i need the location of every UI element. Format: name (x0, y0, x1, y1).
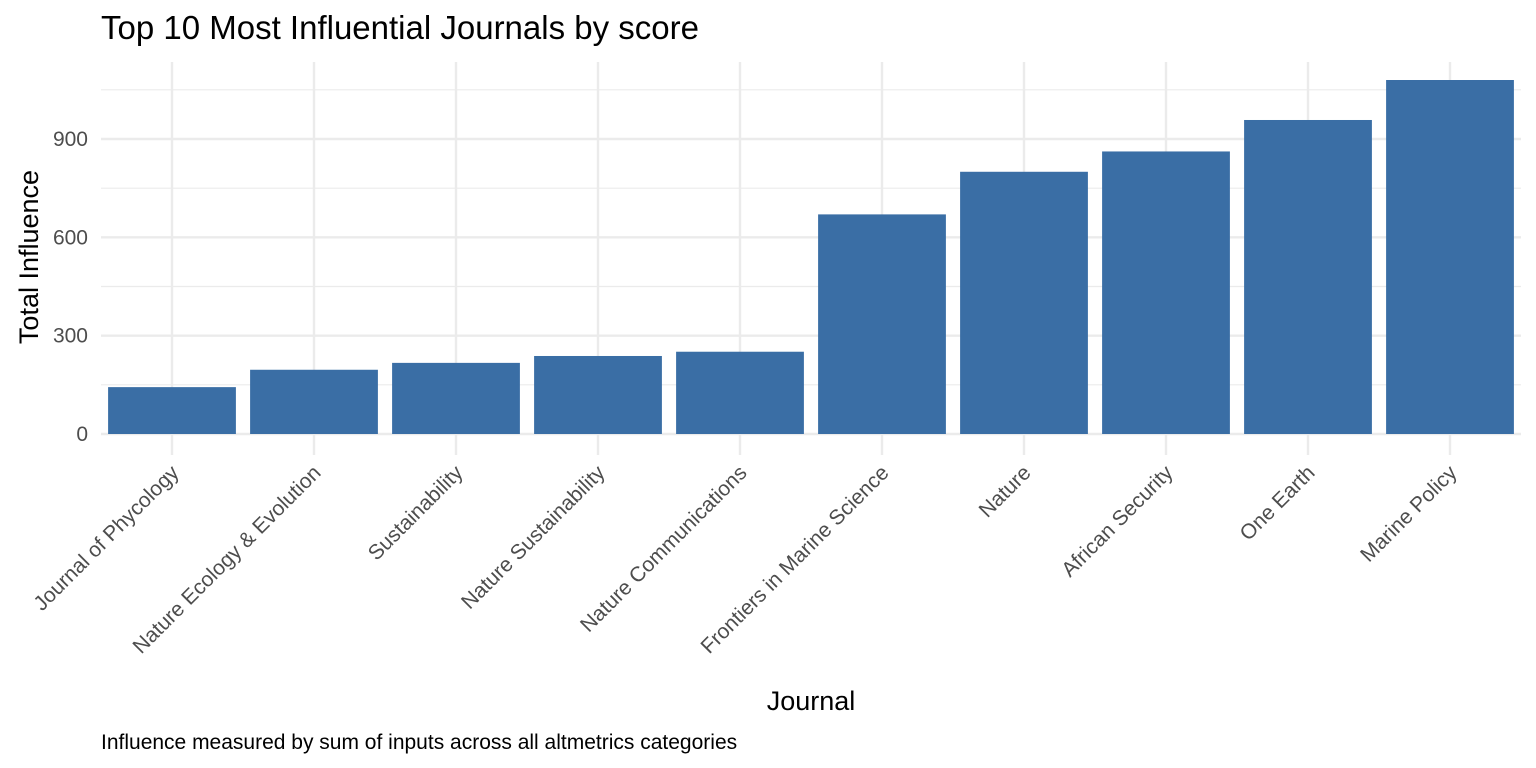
x-tick-label: Nature (975, 461, 1036, 522)
bars (108, 80, 1514, 434)
x-tick-label: Sustainability (364, 461, 468, 565)
y-axis-ticks: 0 300 600 900 (53, 128, 88, 446)
chart-title: Top 10 Most Influential Journals by scor… (101, 9, 699, 46)
x-tick-label: African Security (1057, 461, 1178, 582)
y-tick-label: 900 (53, 128, 88, 151)
x-tick-label: Marine Policy (1356, 461, 1462, 567)
y-tick-label: 600 (53, 226, 88, 249)
bar (108, 387, 236, 434)
x-axis-title: Journal (767, 686, 856, 716)
y-tick-label: 0 (76, 423, 88, 446)
bar (960, 171, 1088, 434)
bar (818, 214, 946, 434)
bar (1386, 80, 1514, 434)
y-tick-label: 300 (53, 325, 88, 348)
bar (676, 351, 804, 434)
bar (1102, 151, 1230, 434)
bar (392, 362, 520, 434)
y-axis-title: Total Influence (14, 170, 44, 344)
bar (1244, 119, 1372, 434)
x-tick-label: Journal of Phycology (29, 461, 183, 615)
x-tick-label: Nature Communications (576, 461, 752, 637)
bar (534, 355, 662, 434)
bar (250, 369, 378, 434)
chart-caption: Influence measured by sum of inputs acro… (101, 731, 737, 754)
x-tick-label: Nature Sustainability (457, 461, 610, 614)
x-tick-label: One Earth (1236, 461, 1320, 545)
